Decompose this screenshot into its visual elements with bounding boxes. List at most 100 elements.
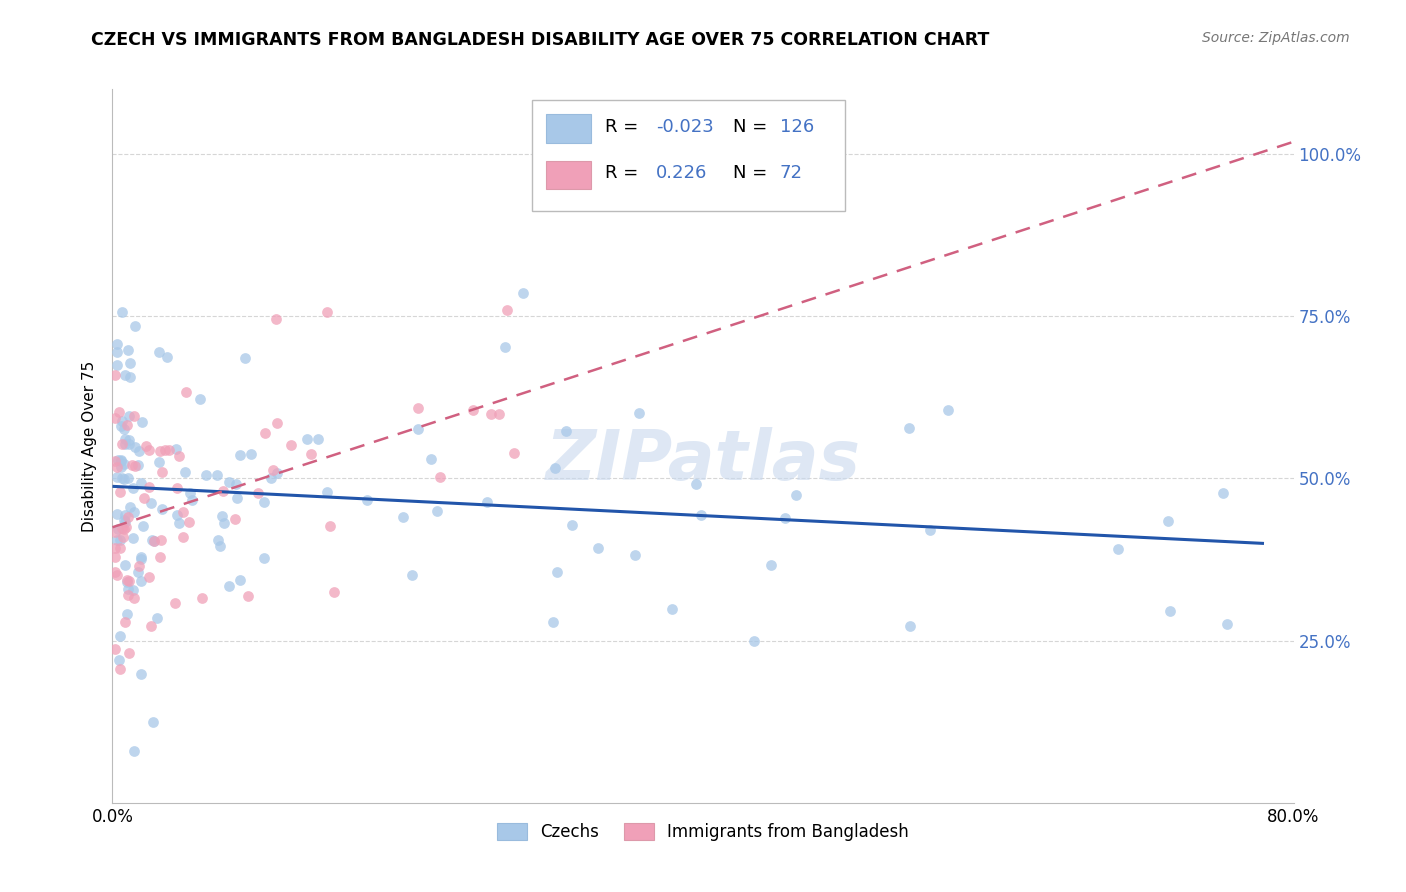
Point <box>172 530 194 544</box>
Point <box>229 573 252 587</box>
Point <box>624 548 647 562</box>
Point <box>114 615 136 630</box>
Point <box>121 458 143 472</box>
Point <box>1157 515 1180 529</box>
Point <box>742 633 765 648</box>
Point <box>494 340 516 354</box>
Point <box>167 516 190 530</box>
Point <box>172 505 194 519</box>
Point <box>544 461 567 475</box>
Point <box>118 356 141 370</box>
Point <box>118 646 141 660</box>
Point <box>105 336 128 351</box>
Point <box>118 437 141 451</box>
Point <box>260 471 283 485</box>
Text: N =: N = <box>733 164 772 182</box>
Point <box>759 558 782 572</box>
Point <box>118 500 141 515</box>
Point <box>920 523 942 537</box>
Point <box>118 409 141 423</box>
Point <box>174 466 197 480</box>
Text: R =: R = <box>605 164 644 182</box>
Point <box>561 517 583 532</box>
Point <box>322 584 344 599</box>
Point <box>112 422 135 436</box>
Point <box>195 468 218 483</box>
Point <box>406 421 429 435</box>
Point <box>233 351 256 366</box>
Point <box>143 534 166 549</box>
Point <box>512 286 534 301</box>
Point <box>122 505 145 519</box>
Point <box>120 370 142 384</box>
FancyBboxPatch shape <box>546 114 591 143</box>
Point <box>166 481 188 495</box>
Point <box>131 415 153 429</box>
Point <box>114 437 136 451</box>
Point <box>138 443 160 458</box>
Point <box>463 402 485 417</box>
Point <box>153 442 176 457</box>
Point <box>122 481 145 495</box>
Point <box>207 533 229 548</box>
Point <box>124 459 146 474</box>
Point <box>124 440 146 454</box>
Point <box>165 596 187 610</box>
Y-axis label: Disability Age Over 75: Disability Age Over 75 <box>82 360 97 532</box>
Point <box>128 558 150 573</box>
Point <box>131 666 153 681</box>
Point <box>104 454 127 468</box>
Point <box>209 539 232 553</box>
Text: 0.226: 0.226 <box>655 164 707 182</box>
Point <box>105 358 128 372</box>
Point <box>426 504 449 518</box>
Point <box>111 521 134 535</box>
Point <box>1159 604 1181 618</box>
Point <box>132 518 155 533</box>
Point <box>105 469 128 483</box>
Point <box>114 368 136 382</box>
Point <box>319 519 342 533</box>
Point <box>149 533 172 547</box>
Point <box>218 579 240 593</box>
Point <box>124 591 146 605</box>
Point <box>111 437 134 451</box>
Point <box>246 485 269 500</box>
Text: -0.023: -0.023 <box>655 118 713 136</box>
Point <box>502 446 524 460</box>
Point <box>141 619 163 633</box>
Point <box>111 414 134 428</box>
Point <box>555 424 578 438</box>
Point <box>138 480 160 494</box>
Point <box>127 565 149 579</box>
Point <box>180 493 202 508</box>
Point <box>188 392 211 406</box>
Point <box>110 662 132 676</box>
Point <box>146 611 169 625</box>
Point <box>479 407 502 421</box>
Text: ZIPatlas: ZIPatlas <box>546 426 860 494</box>
Point <box>105 460 128 475</box>
Point <box>266 466 288 480</box>
Point <box>166 508 188 522</box>
Point <box>148 455 170 469</box>
Point <box>295 432 318 446</box>
Point <box>108 629 131 643</box>
Point <box>488 407 510 421</box>
Point <box>117 582 139 597</box>
Point <box>104 642 127 657</box>
Point <box>240 447 263 461</box>
Point <box>127 458 149 472</box>
Text: Source: ZipAtlas.com: Source: ZipAtlas.com <box>1202 31 1350 45</box>
Point <box>316 305 339 319</box>
Point <box>115 574 138 588</box>
Point <box>122 582 145 597</box>
Point <box>211 508 233 523</box>
Point <box>105 533 128 547</box>
Point <box>356 492 378 507</box>
Point <box>114 432 136 446</box>
Point <box>401 568 423 582</box>
Text: 72: 72 <box>780 164 803 182</box>
Point <box>111 305 134 319</box>
Point <box>316 485 339 500</box>
